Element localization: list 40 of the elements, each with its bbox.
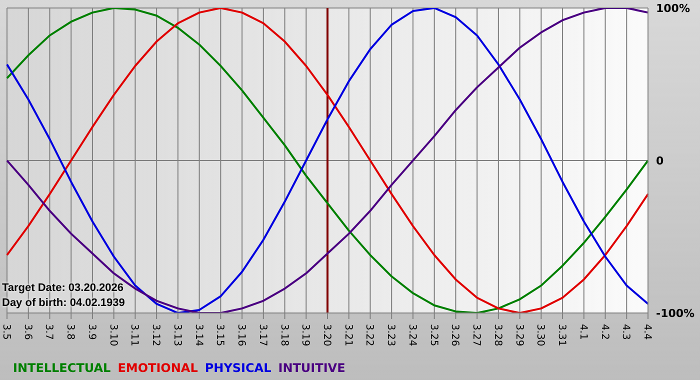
- x-tick-label: 3.21: [342, 324, 354, 346]
- text: EMOTIONAL: [118, 361, 198, 375]
- x-tick-label: 3.19: [300, 324, 311, 346]
- annotation: Target Date: 03.20.2026: [2, 281, 124, 296]
- text: PHYSICAL: [204, 361, 272, 375]
- x-tick-label: 3.15: [214, 324, 226, 346]
- y-tick-label: -100%: [656, 306, 695, 320]
- x-tick-label: 4.2: [598, 324, 610, 340]
- x-tick-label: 3.23: [385, 324, 396, 346]
- x-tick-label: 3.16: [236, 324, 247, 346]
- x-tick-label: 3.27: [470, 324, 482, 346]
- y-tick-label: 0: [656, 154, 664, 168]
- x-tick-label: 4.1: [577, 324, 588, 340]
- x-tick-label: 4.3: [620, 324, 632, 340]
- x-tick-label: 3.22: [364, 324, 375, 346]
- x-tick-label: 3.11: [128, 324, 140, 346]
- x-tick-label: 3.12: [150, 324, 162, 346]
- annotation: Day of birth: 04.02.1939: [2, 296, 125, 311]
- x-tick-label: 3.6: [22, 324, 33, 340]
- x-tick-label: 3.25: [428, 324, 439, 346]
- x-tick-label: 4.4: [642, 324, 652, 340]
- text: INTUITIVE: [278, 361, 346, 375]
- text: INTELLECTUAL: [13, 361, 111, 375]
- x-tick-label: 3.18: [278, 324, 290, 346]
- x-tick-label: 3.13: [171, 324, 182, 346]
- x-tick-label: 3.31: [556, 324, 568, 346]
- x-tick-label: 3.28: [492, 324, 503, 346]
- x-tick-label: 3.30: [534, 324, 546, 346]
- x-tick-label: 3.8: [64, 324, 76, 340]
- x-tick-label: 3.9: [86, 324, 97, 340]
- x-tick-label: 3.17: [256, 324, 268, 346]
- x-tick-label: 3.26: [449, 324, 460, 346]
- x-tick-label: 3.20: [321, 324, 332, 346]
- x-tick-label: 3.14: [192, 324, 204, 346]
- x-tick-label: 3.10: [107, 324, 118, 346]
- x-tick-label: 3.29: [513, 324, 524, 346]
- x-tick-label: 3.5: [0, 324, 12, 340]
- x-tick-label: 3.7: [43, 324, 54, 340]
- x-tick-label: 3.24: [406, 324, 418, 346]
- y-tick-label: 100%: [656, 2, 690, 15]
